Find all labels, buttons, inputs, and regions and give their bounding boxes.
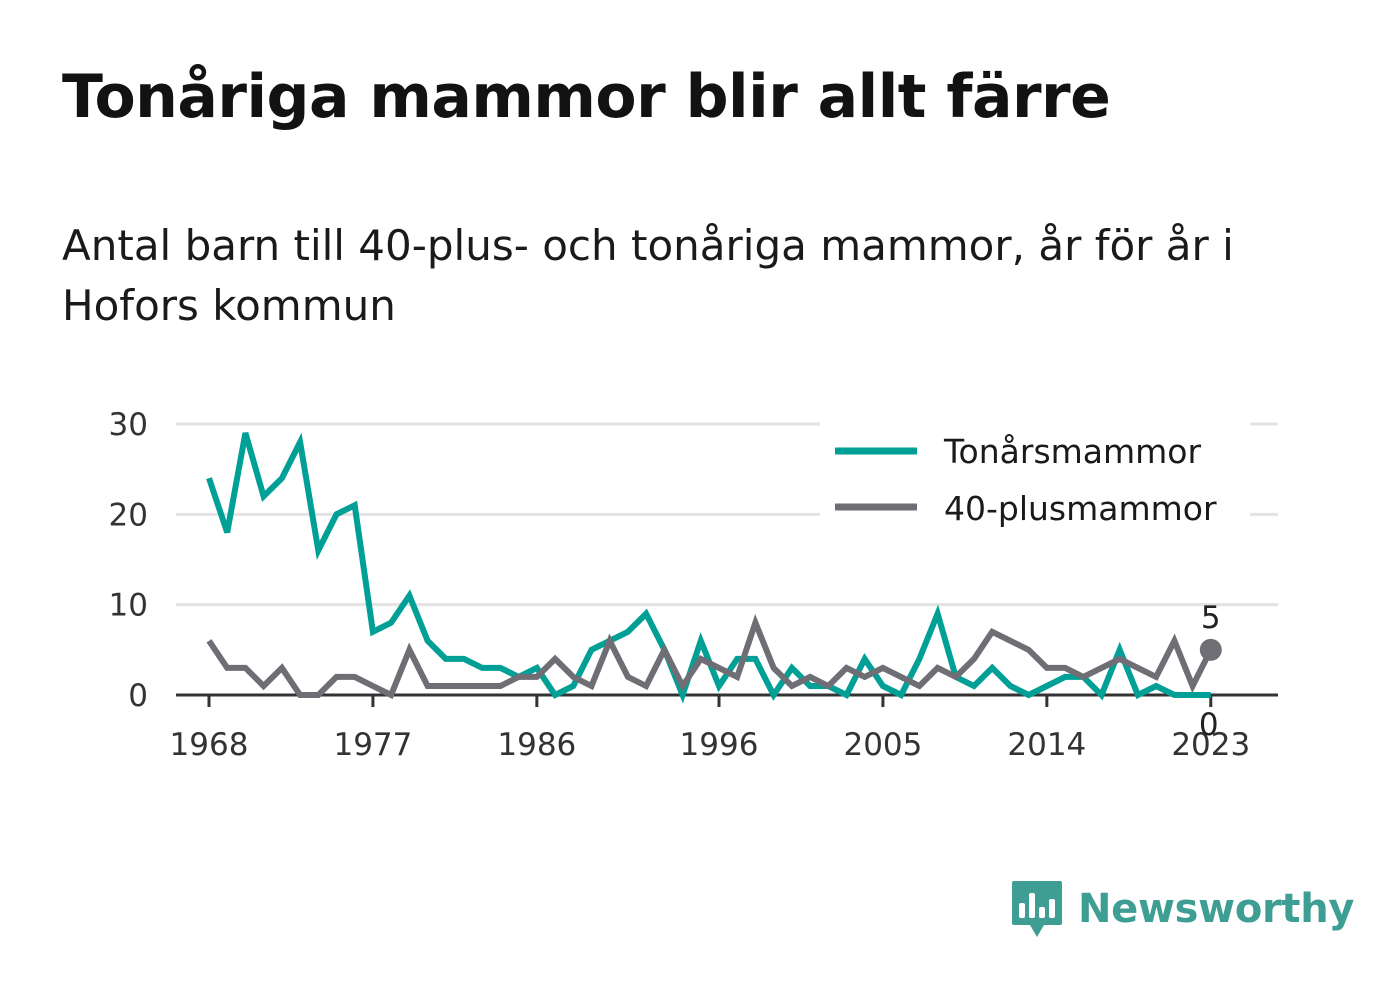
x-tick-label-2023: 2023 xyxy=(1171,727,1250,763)
x-tick-label-1996: 1996 xyxy=(680,727,759,763)
y-tick-label-20: 20 xyxy=(109,497,148,533)
series-line-40-plusmammor xyxy=(206,614,1214,700)
x-tick-label-1977: 1977 xyxy=(333,727,412,763)
legend-background xyxy=(820,412,1250,542)
legend: Tonårsmammor 40-plusmammor xyxy=(820,412,1250,542)
newsworthy-logo-icon xyxy=(1012,881,1062,937)
x-tick-label-1986: 1986 xyxy=(497,727,576,763)
x-tick-label-2005: 2005 xyxy=(843,727,922,763)
end-point-40-plusmammor xyxy=(1199,638,1222,661)
end-label-40-plusmammor: 5 xyxy=(1201,600,1221,636)
legend-label-tonarsmammor: Tonårsmammor xyxy=(943,432,1201,471)
end-labels: 50 xyxy=(1199,600,1222,743)
brand-name: Newsworthy xyxy=(1078,886,1355,932)
y-tick-label-0: 0 xyxy=(128,678,148,714)
newsworthy-brand: Newsworthy xyxy=(1010,878,1355,940)
chart-subtitle: Antal barn till 40-plus- och tonåriga ma… xyxy=(62,221,1234,330)
end-label-tonarsmammor: 0 xyxy=(1199,707,1219,743)
y-tick-label-30: 30 xyxy=(109,407,148,443)
series-lines xyxy=(206,432,1214,704)
y-axis-tick-labels: 0 10 20 30 xyxy=(109,407,148,714)
x-tick-label-2014: 2014 xyxy=(1007,727,1086,763)
legend-label-40-plusmammor: 40-plusmammor xyxy=(944,489,1217,528)
y-tick-label-10: 10 xyxy=(109,588,148,624)
x-tick-label-1968: 1968 xyxy=(170,727,249,763)
x-axis: 1968 1977 1986 1996 2005 2014 2023 xyxy=(170,693,1278,763)
chart-title: Tonåriga mammor blir allt färre xyxy=(62,62,1111,132)
